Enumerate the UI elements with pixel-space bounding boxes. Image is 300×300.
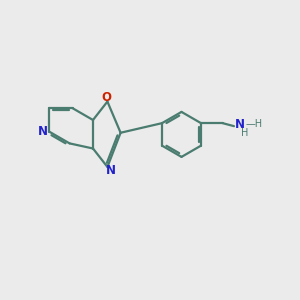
Text: H: H (242, 128, 249, 138)
Text: O: O (102, 91, 112, 104)
Text: —H: —H (245, 119, 262, 129)
Text: N: N (106, 164, 116, 177)
Text: N: N (38, 125, 48, 138)
Text: N: N (235, 118, 245, 131)
